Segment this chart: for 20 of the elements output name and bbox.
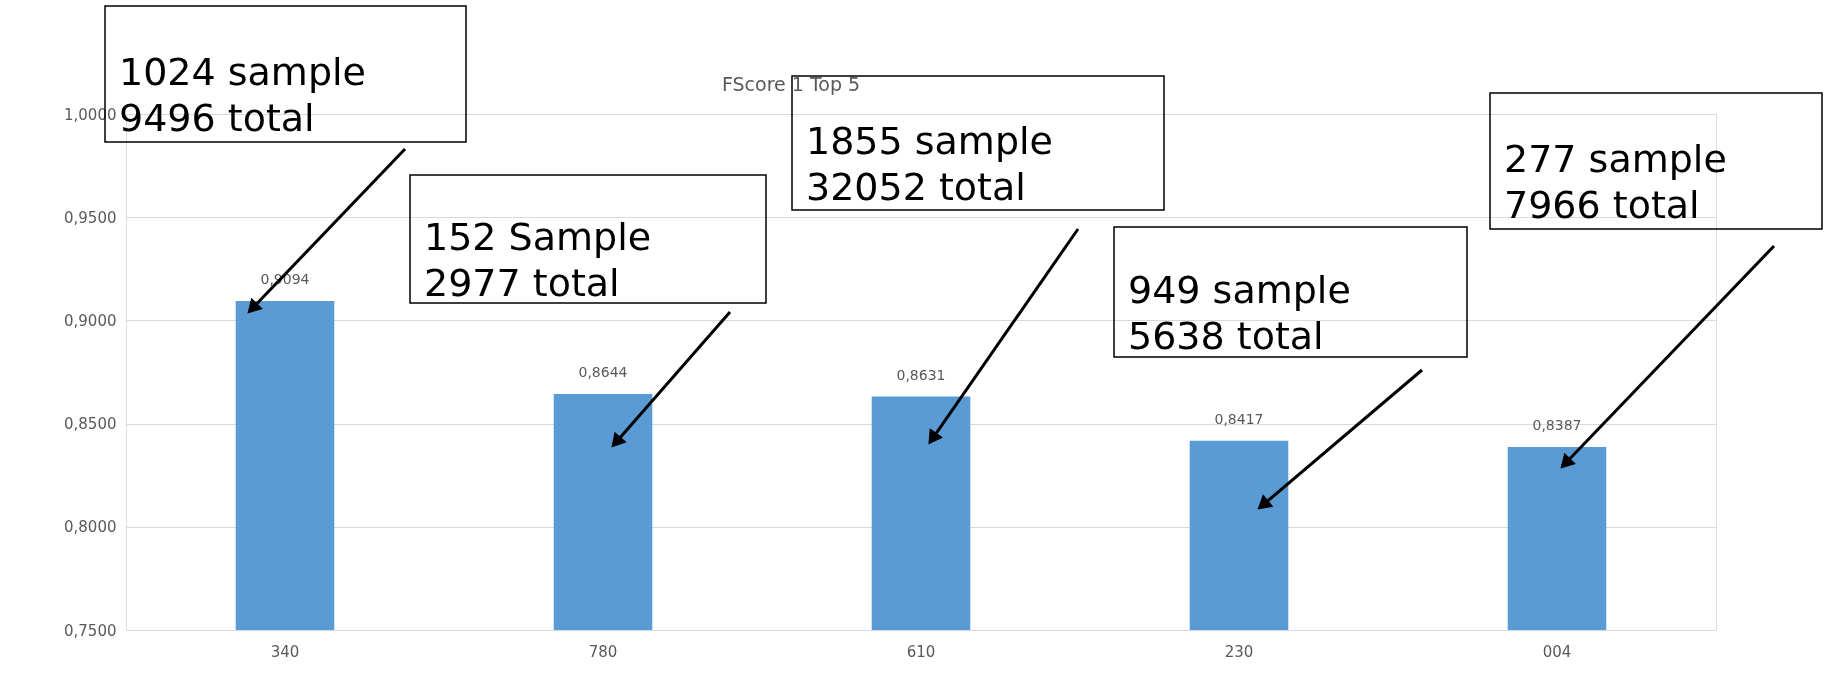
x-tick-label: 610 bbox=[906, 642, 936, 661]
x-tick-label: 780 bbox=[588, 642, 618, 661]
annotation: 949 sample 5638 total bbox=[1128, 268, 1351, 358]
annotation: 277 sample 7966 total bbox=[1504, 137, 1727, 227]
x-tick-label: 340 bbox=[270, 642, 300, 661]
x-tick-label: 004 bbox=[1542, 642, 1572, 661]
data-label: 0,8631 bbox=[896, 366, 946, 383]
x-tick-label: 230 bbox=[1224, 642, 1254, 661]
data-label: 0,8417 bbox=[1214, 410, 1264, 427]
y-tick-label: 0,9000 bbox=[64, 311, 117, 330]
data-label: 0,8387 bbox=[1532, 416, 1582, 433]
annotation: 1855 sample 32052 total bbox=[806, 119, 1053, 209]
data-label: 0,8644 bbox=[578, 363, 628, 380]
y-tick-label: 0,8000 bbox=[64, 518, 117, 537]
annotation: 152 Sample 2977 total bbox=[424, 215, 652, 305]
y-tick-label: 0,9500 bbox=[64, 208, 117, 227]
y-tick-label: 0,8500 bbox=[64, 415, 117, 434]
chart-title: FScore 1 Top 5 bbox=[721, 73, 861, 95]
annotation: 1024 sample 9496 total bbox=[119, 50, 366, 140]
y-tick-label: 0,7500 bbox=[64, 621, 117, 640]
